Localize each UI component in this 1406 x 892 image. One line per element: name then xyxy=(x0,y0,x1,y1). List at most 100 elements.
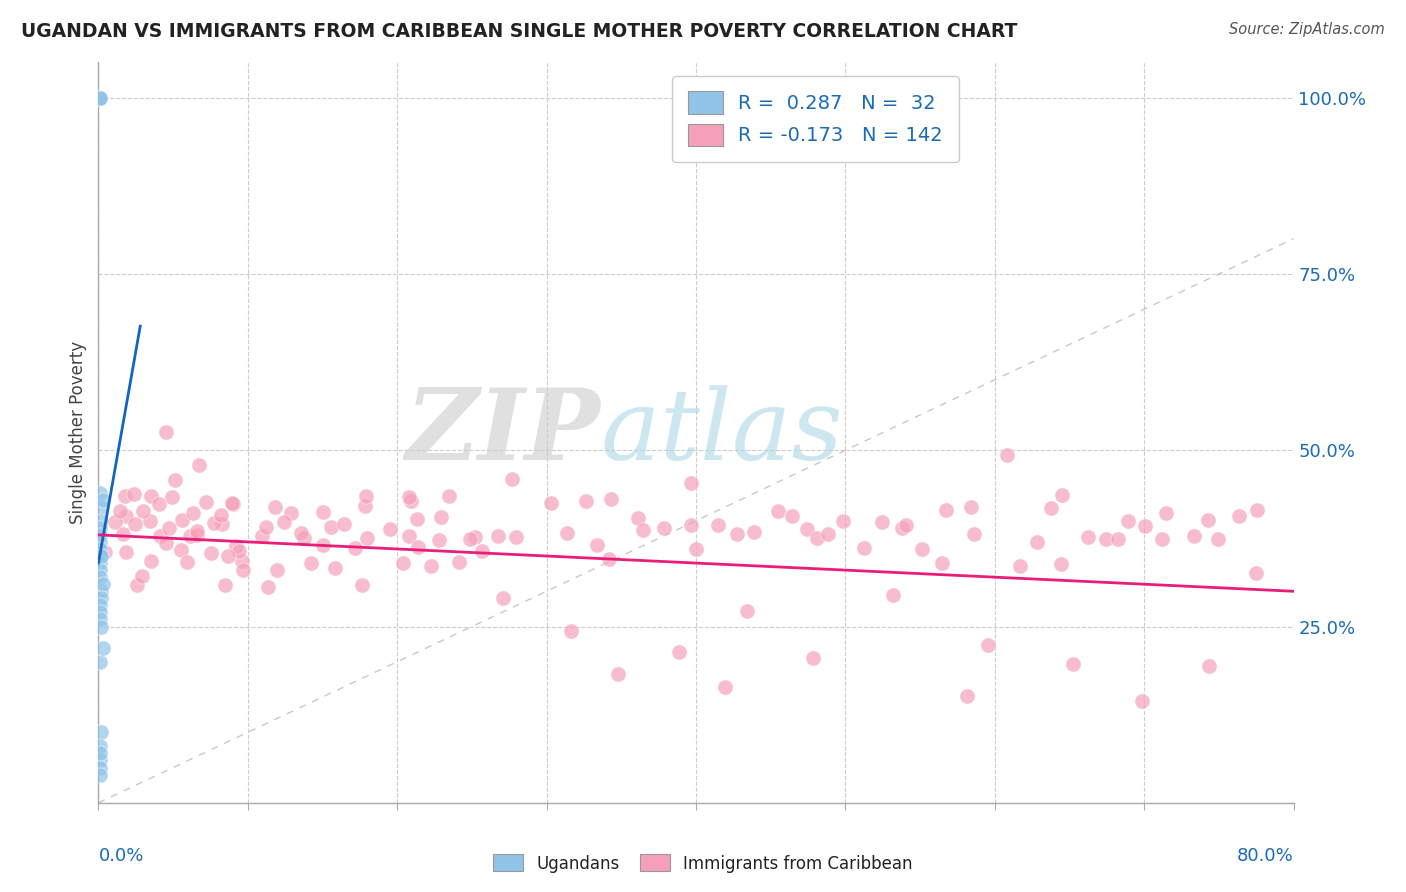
Point xyxy=(90,500,112,514)
Point xyxy=(111,526,134,541)
Point xyxy=(169,543,191,558)
Point xyxy=(801,651,824,665)
Point xyxy=(114,509,136,524)
Legend: Ugandans, Immigrants from Caribbean: Ugandans, Immigrants from Caribbean xyxy=(486,847,920,880)
Point xyxy=(165,473,187,487)
Point xyxy=(188,458,211,473)
Point xyxy=(273,515,295,529)
Point xyxy=(956,689,979,703)
Point xyxy=(155,536,177,550)
Point xyxy=(1197,513,1219,527)
Point xyxy=(228,544,250,558)
Point xyxy=(449,555,471,569)
Text: ZIP: ZIP xyxy=(405,384,600,481)
Point xyxy=(90,725,112,739)
Point xyxy=(89,739,111,754)
Point xyxy=(139,514,162,528)
Point xyxy=(458,533,481,547)
Point xyxy=(1010,558,1032,573)
Point xyxy=(817,526,839,541)
Point xyxy=(181,506,204,520)
Point xyxy=(89,612,111,626)
Point xyxy=(94,545,117,559)
Point xyxy=(89,606,111,620)
Point xyxy=(598,552,620,566)
Point xyxy=(1107,533,1129,547)
Point xyxy=(1050,488,1073,502)
Point xyxy=(392,556,415,570)
Point xyxy=(89,747,111,761)
Point xyxy=(398,490,420,504)
Point xyxy=(115,545,138,559)
Point xyxy=(575,493,598,508)
Point xyxy=(963,526,986,541)
Point xyxy=(1206,532,1229,546)
Point xyxy=(911,541,934,556)
Point xyxy=(492,591,515,605)
Point xyxy=(89,655,111,669)
Point xyxy=(231,554,253,568)
Point xyxy=(90,549,112,563)
Point xyxy=(176,555,198,569)
Point xyxy=(626,511,648,525)
Point xyxy=(264,500,287,514)
Point xyxy=(89,91,111,105)
Point xyxy=(652,521,675,535)
Point xyxy=(217,549,239,563)
Point xyxy=(89,767,111,781)
Point xyxy=(735,603,758,617)
Point xyxy=(312,505,335,519)
Point xyxy=(89,535,111,549)
Point xyxy=(1130,693,1153,707)
Y-axis label: Single Mother Poverty: Single Mother Poverty xyxy=(69,341,87,524)
Point xyxy=(894,517,917,532)
Point xyxy=(1244,566,1267,581)
Point xyxy=(555,526,578,541)
Point xyxy=(214,577,236,591)
Point xyxy=(742,525,765,540)
Point xyxy=(831,514,853,528)
Point xyxy=(1062,657,1084,672)
Point xyxy=(356,531,378,545)
Point xyxy=(870,516,893,530)
Point xyxy=(1156,506,1178,520)
Point xyxy=(225,539,247,553)
Point xyxy=(405,512,427,526)
Point xyxy=(127,578,149,592)
Point xyxy=(299,556,322,570)
Legend: R =  0.287   N =  32, R = -0.173   N = 142: R = 0.287 N = 32, R = -0.173 N = 142 xyxy=(672,76,959,161)
Point xyxy=(139,554,162,568)
Point xyxy=(350,578,373,592)
Point xyxy=(89,541,111,556)
Point xyxy=(91,492,114,507)
Point xyxy=(91,577,114,591)
Point xyxy=(607,667,630,681)
Point xyxy=(977,638,1000,652)
Point xyxy=(89,485,111,500)
Point xyxy=(1118,514,1140,528)
Point xyxy=(935,503,957,517)
Point xyxy=(90,619,112,633)
Point xyxy=(931,556,953,570)
Point xyxy=(344,541,367,556)
Point xyxy=(1246,503,1268,517)
Point xyxy=(501,472,523,486)
Point xyxy=(668,644,690,658)
Point xyxy=(186,527,208,541)
Point xyxy=(89,91,111,105)
Point xyxy=(354,500,377,514)
Point xyxy=(437,489,460,503)
Point xyxy=(90,591,112,606)
Point xyxy=(89,599,111,613)
Point xyxy=(90,549,112,563)
Point xyxy=(132,503,155,517)
Point xyxy=(585,538,607,552)
Text: 0.0%: 0.0% xyxy=(98,847,143,865)
Point xyxy=(186,524,208,538)
Point xyxy=(890,521,912,535)
Point xyxy=(427,533,450,548)
Point xyxy=(90,514,112,528)
Point xyxy=(91,640,114,655)
Point xyxy=(378,522,401,536)
Point xyxy=(202,516,225,530)
